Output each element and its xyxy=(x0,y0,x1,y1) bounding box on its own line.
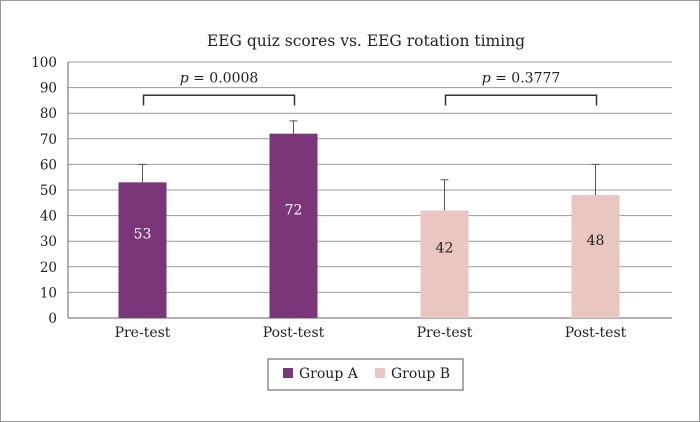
bar-value-label: 72 xyxy=(285,202,303,218)
significance-bracket xyxy=(444,94,598,106)
p-value-label: p = 0.0008 xyxy=(180,70,259,86)
legend-label-group-a: Group A xyxy=(299,366,359,382)
x-axis-labels: Pre-test Post-test Pre-test Post-test xyxy=(115,325,627,341)
y-tick-label: 40 xyxy=(40,209,57,225)
y-tick-label: 0 xyxy=(48,311,57,327)
bar-value-label: 53 xyxy=(134,227,152,243)
y-tick-label: 30 xyxy=(40,234,57,250)
x-tick-label: Post-test xyxy=(565,325,627,341)
y-tick-label: 20 xyxy=(40,260,57,276)
bar-value-label: 42 xyxy=(436,241,454,257)
significance-bracket xyxy=(142,94,296,106)
x-tick-label: Pre-test xyxy=(417,325,473,341)
legend: Group A Group B xyxy=(267,358,464,391)
bar xyxy=(420,210,469,318)
y-tick-label: 50 xyxy=(40,183,57,199)
value-labels: 53 72 42 48 xyxy=(134,202,605,256)
y-tick-label: 90 xyxy=(40,81,57,97)
gridlines xyxy=(67,61,672,319)
legend-swatch-group-b xyxy=(375,368,385,378)
y-tick-label: 80 xyxy=(40,106,57,122)
legend-swatch-group-a xyxy=(283,368,293,378)
y-tick-label: 100 xyxy=(31,55,57,71)
legend-box xyxy=(267,358,464,391)
x-tick-label: Post-test xyxy=(263,325,325,341)
x-tick-label: Pre-test xyxy=(115,325,171,341)
bar xyxy=(118,182,167,318)
y-axis-ticks: 0 10 20 30 40 50 60 70 80 90 100 xyxy=(31,55,57,327)
significance-annotations: p = 0.0008 p = 0.3777 xyxy=(142,70,598,106)
y-tick-label: 70 xyxy=(40,132,57,148)
bars xyxy=(118,133,620,318)
y-tick-label: 60 xyxy=(40,157,57,173)
bar xyxy=(571,195,620,318)
y-tick-label: 10 xyxy=(40,285,57,301)
chart-title: EEG quiz scores vs. EEG rotation timing xyxy=(207,32,525,50)
error-bars xyxy=(138,120,600,211)
bar-value-label: 48 xyxy=(587,233,605,249)
p-value-label: p = 0.3777 xyxy=(482,70,561,86)
legend-label-group-b: Group B xyxy=(391,366,450,382)
bar xyxy=(269,133,318,318)
